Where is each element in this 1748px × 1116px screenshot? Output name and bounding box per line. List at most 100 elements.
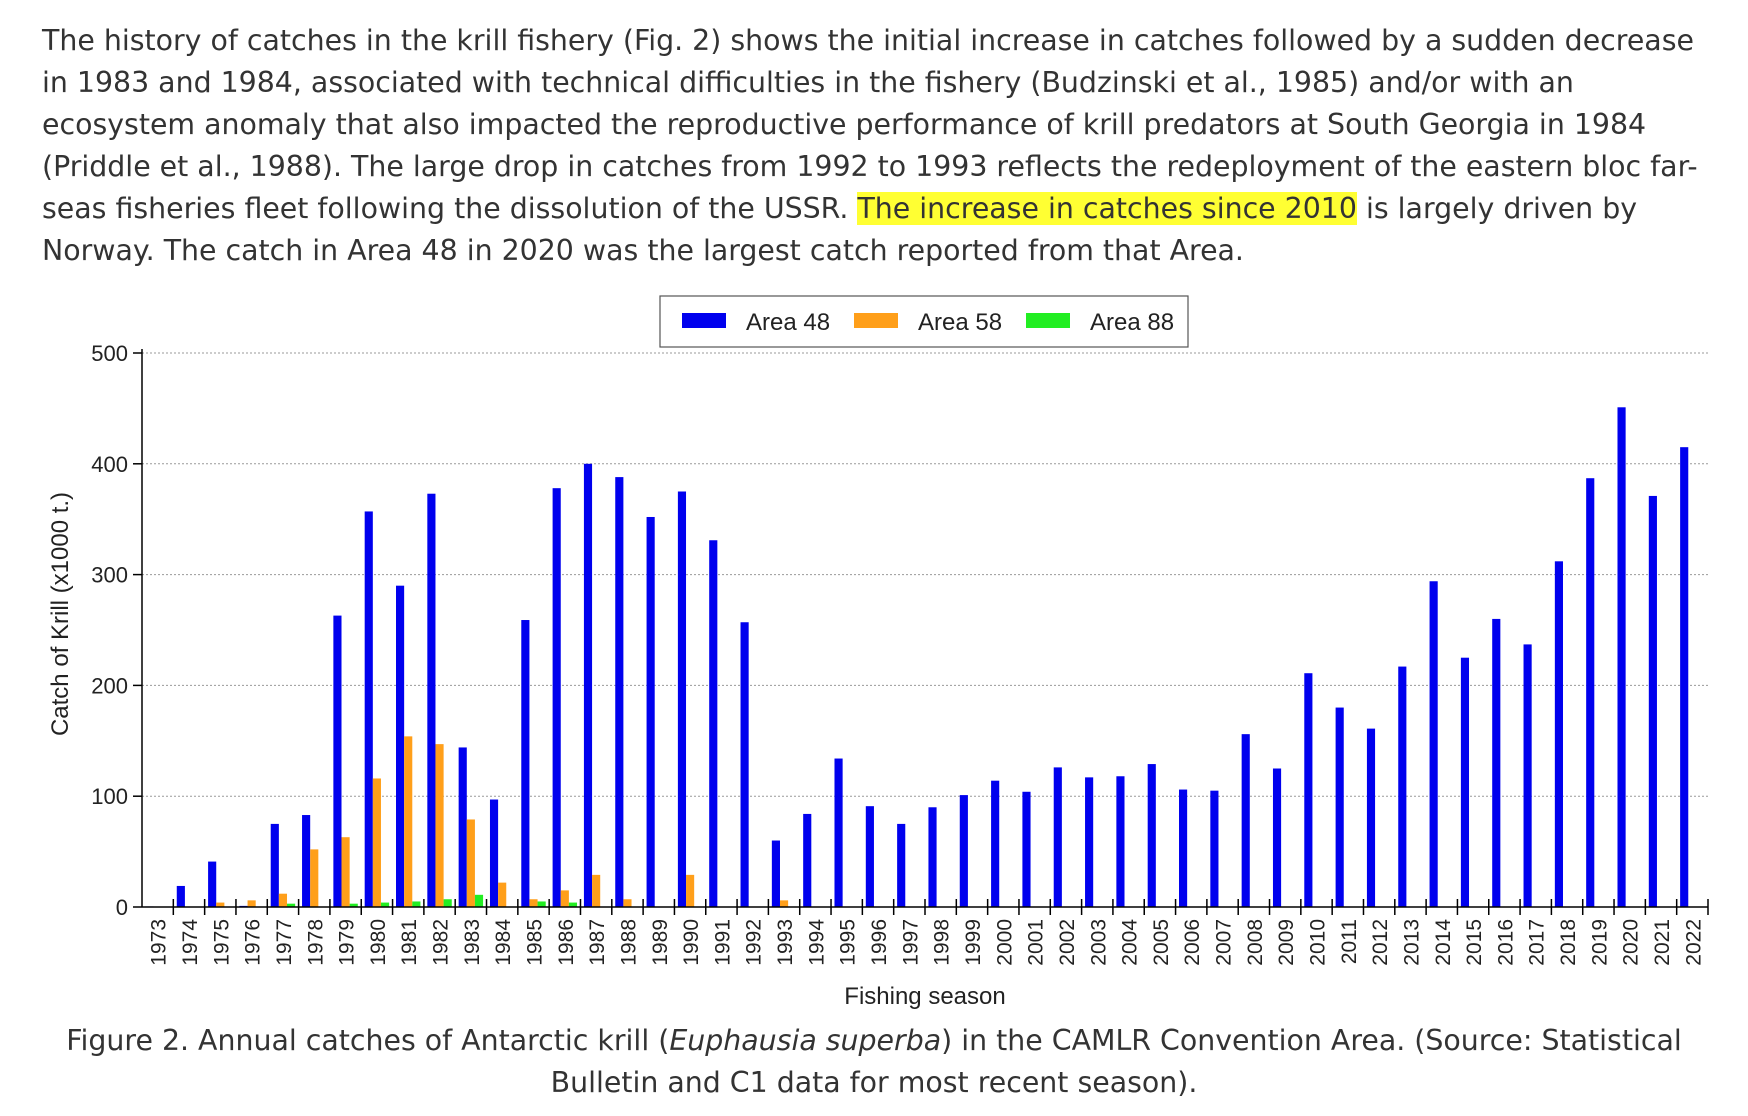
x-tick-label: 1973 [148, 919, 171, 966]
x-tick-label: 1974 [179, 919, 202, 966]
bar-area-48-2006 [1179, 789, 1188, 907]
x-tick-label: 1998 [931, 919, 954, 966]
paragraph-text-end: is largely driven by Norway. The catch i… [42, 192, 1638, 267]
x-tick-label: 1999 [962, 919, 985, 966]
bar-area-48-1996 [865, 806, 874, 907]
bar-area-58-1976 [247, 900, 256, 907]
caption-species: Euphausia superba [669, 1024, 942, 1057]
bar-area-88-1985 [537, 901, 546, 907]
bar-area-48-1980 [364, 511, 373, 907]
bar-area-88-1986 [568, 902, 578, 907]
x-tick-label: 1985 [524, 919, 547, 966]
x-tick-label: 2007 [1213, 919, 1236, 966]
x-tick-label: 2008 [1244, 919, 1267, 966]
bar-area-48-1989 [646, 516, 655, 907]
bar-area-48-1990 [677, 491, 687, 907]
bar-area-48-1985 [521, 620, 530, 907]
x-tick-label: 2000 [993, 919, 1016, 966]
x-tick-label: 2001 [1025, 919, 1048, 966]
bar-area-48-2005 [1147, 764, 1156, 907]
figure-caption: Figure 2. Annual catches of Antarctic kr… [42, 1020, 1706, 1104]
bar-area-48-2020 [1617, 407, 1626, 907]
bar-area-48-1998 [928, 807, 937, 907]
bar-area-48-2015 [1460, 657, 1470, 907]
bar-area-48-2021 [1648, 495, 1657, 907]
x-tick-label: 2002 [1056, 919, 1079, 966]
x-tick-label: 1977 [273, 919, 296, 966]
highlighted-text: The increase in catches since 2010 [857, 192, 1357, 225]
legend-swatch [1026, 313, 1070, 328]
bar-area-58-1975 [216, 902, 225, 907]
x-tick-label: 2003 [1087, 919, 1110, 966]
x-tick-label: 2020 [1620, 919, 1643, 966]
bar-area-48-1981 [396, 585, 405, 907]
chart-legend: Area 48 Area 58 Area 88 [659, 295, 1189, 348]
y-tick-label: 300 [91, 563, 128, 588]
bar-area-48-2008 [1241, 734, 1250, 907]
bar-area-48-2019 [1586, 478, 1595, 907]
paragraph-text-start: The history of catches in the krill fish… [42, 24, 1698, 225]
x-tick-label: 1990 [680, 919, 703, 966]
x-tick-label: 1981 [398, 919, 421, 966]
bar-area-58-1977 [278, 893, 288, 907]
bar-area-48-1983 [458, 747, 467, 907]
x-axis-label: Fishing season [844, 983, 1005, 1010]
bar-area-48-1975 [208, 861, 217, 907]
x-tick-label: 1996 [868, 919, 891, 966]
x-tick-label: 1987 [586, 919, 609, 966]
bar-area-48-1994 [803, 813, 812, 907]
chart-gridlines [142, 352, 1708, 797]
legend-label: Area 88 [1090, 309, 1174, 336]
x-tick-label: 1994 [805, 919, 828, 966]
y-tick-label: 400 [91, 452, 128, 477]
bar-area-58-1979 [341, 837, 350, 907]
x-tick-label: 1986 [555, 919, 578, 966]
x-tick-label: 1982 [430, 919, 453, 966]
x-tick-label: 2014 [1432, 919, 1455, 966]
bar-area-48-2009 [1272, 768, 1282, 907]
bar-area-48-1987 [583, 463, 593, 907]
x-tick-label: 1976 [242, 919, 265, 966]
bar-area-48-2016 [1492, 618, 1501, 907]
chart-axes: 0 100 200 300 400 500 1973 1974 1975 1976 1977 1978… [91, 341, 1709, 966]
bar-area-48-1978 [302, 815, 311, 907]
bar-area-48-1982 [427, 493, 436, 907]
x-tick-label: 2004 [1119, 919, 1142, 966]
x-tick-label: 2019 [1588, 919, 1611, 966]
bar-area-48-1995 [834, 758, 843, 907]
bar-area-48-2003 [1085, 777, 1094, 907]
y-tick-label: 100 [91, 784, 128, 809]
legend-label: Area 58 [918, 309, 1002, 336]
bar-area-58-1987 [592, 874, 601, 907]
bar-area-48-1993 [771, 840, 780, 907]
bar-area-48-2013 [1398, 666, 1407, 907]
bar-area-48-1977 [270, 823, 279, 907]
bar-area-58-1983 [466, 819, 475, 907]
x-tick-label: 1980 [367, 919, 390, 966]
x-tick-label: 1975 [210, 919, 233, 966]
x-tick-label: 1991 [711, 919, 734, 966]
x-tick-label: 2018 [1557, 919, 1580, 966]
bar-area-88-1983 [474, 894, 484, 907]
x-tick-label: 1983 [461, 919, 484, 966]
y-tick-label: 200 [91, 673, 128, 698]
legend-box [659, 295, 1189, 348]
x-tick-label: 1995 [837, 919, 860, 966]
bar-area-48-2001 [1022, 791, 1031, 907]
x-tick-label: 1988 [617, 919, 640, 966]
chart-bars [145, 407, 1689, 907]
x-tick-label: 2013 [1400, 919, 1423, 966]
legend-swatch [682, 313, 726, 328]
bar-area-48-2002 [1053, 767, 1062, 907]
x-tick-label: 1993 [774, 919, 797, 966]
bar-area-58-1978 [310, 849, 319, 907]
bar-area-48-1992 [740, 622, 749, 907]
y-axis-label: Catch of Krill (x1000 t.) [47, 492, 74, 736]
bar-area-88-1979 [349, 903, 358, 907]
bar-area-48-2014 [1429, 581, 1438, 907]
bar-area-48-1986 [552, 488, 561, 907]
x-tick-label: 2017 [1526, 919, 1549, 966]
bar-area-48-2000 [991, 780, 1000, 907]
